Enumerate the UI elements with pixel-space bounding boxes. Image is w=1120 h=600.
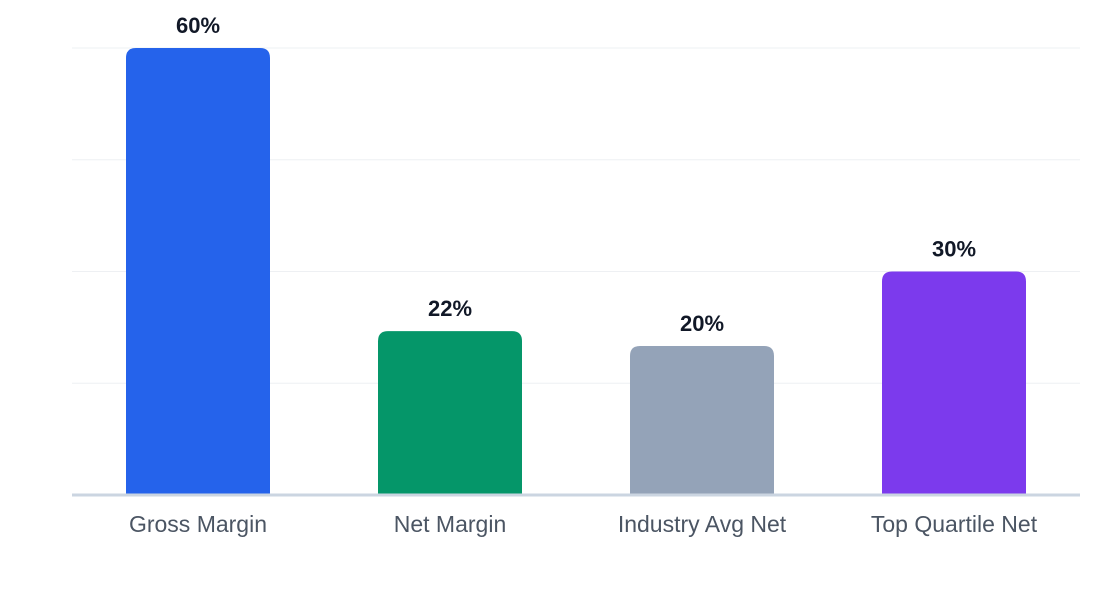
value-label: 30% [932,237,976,262]
category-labels: Gross Margin Net Margin Industry Avg Net To… [129,511,1038,537]
bar-industry-avg-net [630,346,774,495]
category-label: Top Quartile Net [871,511,1038,537]
category-label: Industry Avg Net [618,511,787,537]
category-label: Net Margin [394,511,506,537]
value-label: 22% [428,296,472,321]
value-labels: 60% 22% 20% 30% [176,13,976,336]
bar-gross-margin [126,48,270,495]
bar-top-quartile-net [882,271,1026,495]
value-label: 60% [176,13,220,38]
value-label: 20% [680,311,724,336]
category-label: Gross Margin [129,511,267,537]
bars [126,48,1026,495]
bar-net-margin [378,331,522,495]
